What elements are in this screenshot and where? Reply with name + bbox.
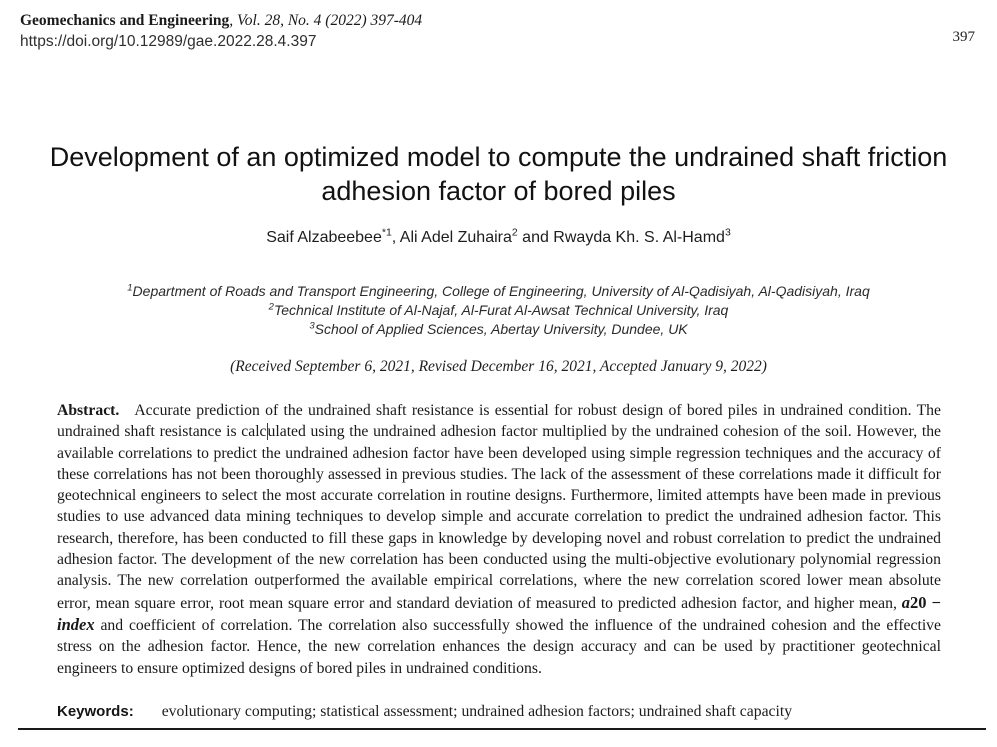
affiliation-2-mark: 2 — [268, 301, 274, 313]
journal-volume-info: , Vol. 28, No. 4 (2022) 397-404 — [229, 12, 423, 29]
author-1: Saif Alzabeebee — [266, 229, 382, 246]
affiliation-1-text: Department of Roads and Transport Engine… — [132, 283, 870, 299]
author-3-affmark: 3 — [724, 226, 731, 239]
a20-index-term: a20 − index — [57, 593, 941, 634]
affiliation-1-mark: 1 — [127, 282, 133, 294]
a20-index-word: index — [57, 614, 95, 634]
footer-rule — [18, 728, 986, 730]
author-1-affmark: *1 — [381, 226, 392, 239]
affiliation-1: 1Department of Roads and Transport Engin… — [0, 282, 997, 301]
affiliation-3-mark: 3 — [309, 320, 315, 332]
author-3: and Rwayda Kh. S. Al-Hamd — [517, 229, 725, 246]
author-2-affmark: 2 — [511, 226, 518, 239]
a20-index-mid: 20 − — [910, 592, 941, 612]
keywords-line: Keywords: evolutionary computing; statist… — [57, 703, 957, 721]
doi-link: https://doi.org/10.12989/gae.2022.28.4.3… — [20, 33, 317, 50]
abstract-text-3: and coefficient of correlation. The corr… — [57, 616, 941, 677]
journal-name: Geomechanics and Engineering — [20, 12, 230, 29]
affiliation-2-text: Technical Institute of Al-Najaf, Al-Fura… — [273, 302, 729, 318]
journal-citation: Geomechanics and Engineering, Vol. 28, N… — [20, 11, 422, 30]
received-revised-accepted: (Received September 6, 2021, Revised Dec… — [230, 358, 767, 375]
affiliation-3: 3School of Applied Sciences, Abertay Uni… — [0, 320, 997, 339]
abstract-label: Abstract. — [57, 402, 120, 419]
keywords-text: evolutionary computing; statistical asse… — [161, 703, 793, 720]
affiliation-3-text: School of Applied Sciences, Abertay Univ… — [314, 321, 688, 337]
abstract-text-1: Accurate prediction of the undrained sha… — [57, 402, 941, 441]
abstract-text-2: ulated using the undrained adhesion fact… — [57, 423, 941, 612]
affiliations-block: 1Department of Roads and Transport Engin… — [0, 282, 997, 339]
affiliation-2: 2Technical Institute of Al-Najaf, Al-Fur… — [0, 301, 997, 320]
running-head: Geomechanics and Engineering, Vol. 28, N… — [20, 11, 422, 51]
abstract-paragraph: Abstract. Accurate prediction of the undr… — [57, 400, 941, 679]
a20-index-a: a — [901, 592, 911, 612]
keywords-label: Keywords: — [57, 703, 134, 720]
page-number: 397 — [952, 29, 976, 45]
author-2: , Ali Adel Zuhaira — [391, 229, 512, 246]
paper-title: Development of an optimized model to com… — [49, 142, 948, 206]
authors-line: Saif Alzabeebee*1, Ali Adel Zuhaira2 and… — [0, 226, 997, 247]
